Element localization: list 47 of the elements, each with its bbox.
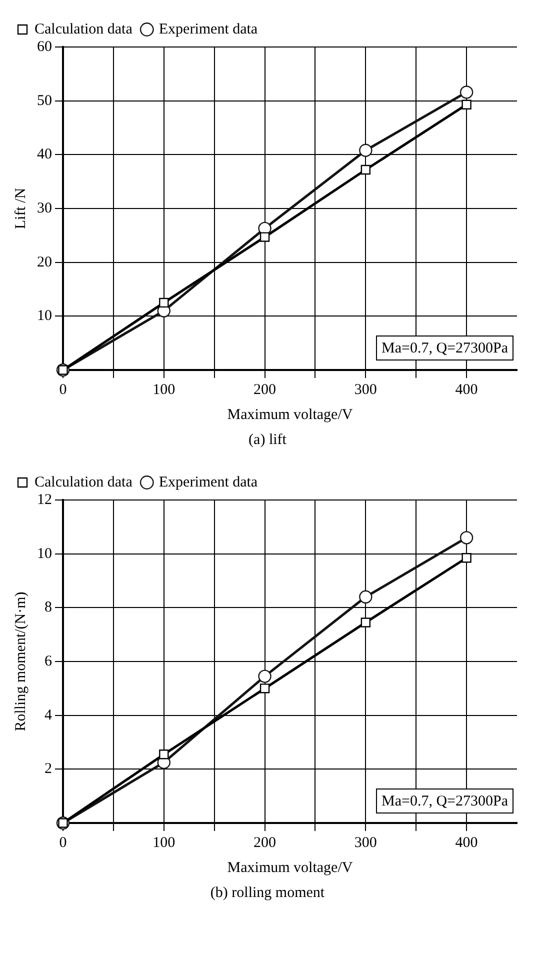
point	[258, 670, 272, 683]
x-tick-label: 0	[59, 382, 67, 398]
y-tick-label: 4	[44, 707, 52, 724]
point	[359, 144, 372, 157]
y-tick-label: 40	[37, 146, 52, 163]
y-tick-label: 10	[37, 308, 52, 324]
x-tick-label: 200	[254, 834, 276, 851]
annotation: Ma=0.7, Q=27300Pa	[382, 340, 508, 356]
x-tick-label: 200	[254, 382, 276, 398]
y-axis-title: Rolling moment/(N·m)	[12, 592, 29, 732]
point	[462, 553, 472, 563]
x-tick-label: 300	[354, 382, 377, 398]
y-tick-label: 50	[37, 92, 52, 109]
x-tick-label: 300	[354, 834, 377, 851]
x-tick-label: 400	[455, 834, 478, 851]
x-tick-label: 400	[455, 382, 478, 398]
point	[159, 298, 169, 308]
x-axis-title: Maximum voltage/V	[227, 860, 353, 876]
y-tick-label: 10	[37, 546, 52, 562]
legend-label: Experiment data	[158, 21, 258, 38]
point	[260, 684, 270, 694]
point	[360, 164, 371, 175]
x-axis-title: Maximum voltage/V	[227, 406, 353, 423]
legend-label: Experiment data	[158, 474, 258, 490]
point	[462, 100, 472, 110]
point	[460, 86, 474, 99]
point	[159, 750, 169, 760]
point	[460, 531, 474, 544]
point	[260, 232, 270, 242]
y-tick-label: 20	[37, 254, 52, 270]
y-tick-label: 6	[44, 653, 52, 670]
legend-label: Calculation data	[34, 21, 133, 38]
x-tick-label: 0	[59, 834, 67, 851]
point	[360, 618, 371, 628]
legend-label: Calculation data	[34, 474, 133, 490]
x-tick-label: 100	[152, 382, 176, 398]
y-tick-label: 2	[44, 761, 52, 778]
y-tick-label: 60	[37, 38, 52, 55]
point	[359, 590, 372, 604]
y-axis-title: Lift /N	[12, 188, 29, 230]
y-tick-label: 8	[44, 600, 52, 616]
text: (a) lift	[248, 432, 288, 449]
x-tick-label: 100	[152, 834, 176, 851]
y-tick-label: 30	[37, 200, 52, 216]
annotation: Ma=0.7, Q=27300Pa	[382, 793, 508, 810]
y-tick-label: 12	[37, 492, 52, 508]
text: (b) rolling moment	[209, 885, 326, 902]
